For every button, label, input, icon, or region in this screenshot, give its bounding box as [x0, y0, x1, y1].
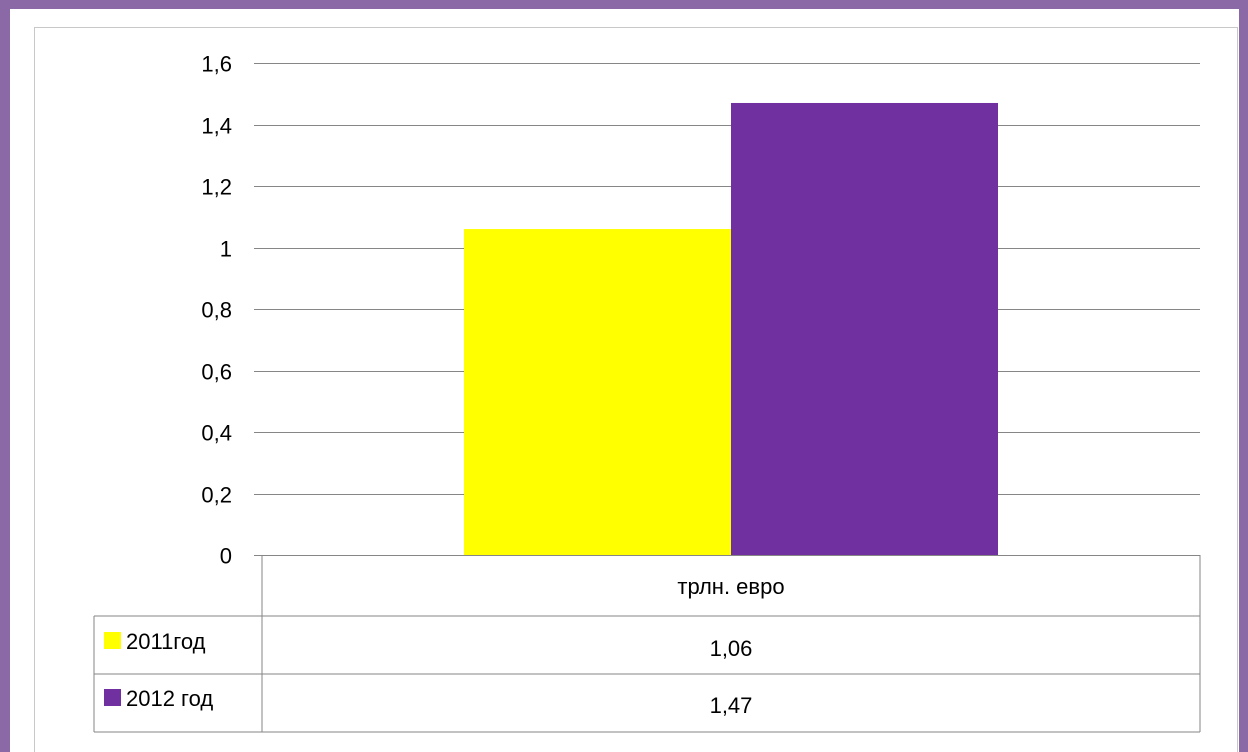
category-label: трлн. евро — [677, 574, 784, 599]
y-tick-label: 1,4 — [201, 114, 232, 139]
y-tick-label: 0,4 — [201, 421, 232, 446]
data-table: трлн. евро 2011год 1,06 2012 год 1,47 — [93, 555, 1201, 733]
legend-swatch-2012 — [104, 689, 121, 706]
y-tick-label: 0,2 — [201, 483, 232, 508]
table-value-2011: 1,06 — [710, 636, 753, 661]
bar-2011год — [464, 229, 731, 556]
y-tick-label: 0 — [220, 544, 232, 569]
y-tick-label: 1,6 — [201, 52, 232, 77]
legend-label-2011: 2011год — [126, 629, 206, 654]
table-value-2012: 1,47 — [710, 693, 753, 718]
y-axis-ticks: 0 0,2 0,4 0,6 0,8 1 1,2 1,4 1,6 — [201, 52, 232, 569]
y-tick-label: 1,2 — [201, 175, 232, 200]
y-tick-label: 0,6 — [201, 360, 232, 385]
y-tick-label: 1 — [220, 237, 232, 262]
chart-area-border — [34, 27, 1238, 752]
bars — [464, 102, 998, 556]
y-tick-label: 0,8 — [201, 298, 232, 323]
legend-swatch-2011 — [104, 632, 121, 649]
legend-label-2012: 2012 год — [126, 686, 213, 711]
bar-2012-год — [731, 102, 998, 555]
